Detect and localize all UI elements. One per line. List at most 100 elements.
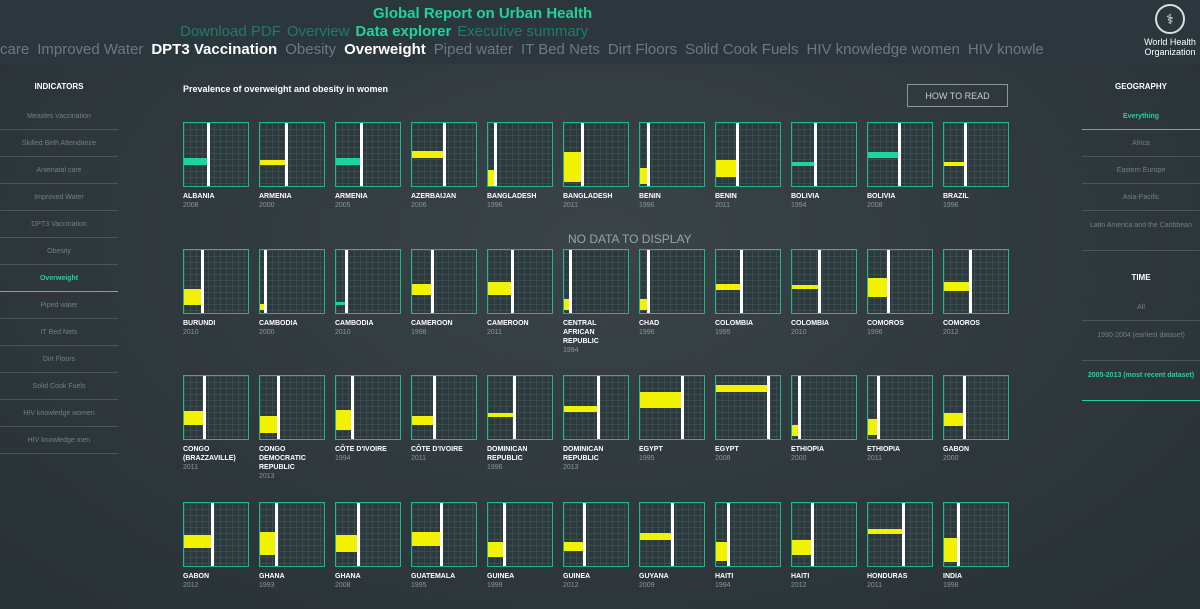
country-tile[interactable]: GABON 2012 (183, 502, 249, 590)
country-tile[interactable]: GHANA 1993 (259, 502, 325, 590)
country-tile[interactable]: AZERBAIJAN 2006 (411, 122, 477, 210)
country-tile[interactable]: GUINEA 2012 (563, 502, 629, 590)
nav-link[interactable]: Download PDF (180, 23, 281, 40)
indicators-item[interactable]: Antenatal care (0, 157, 118, 184)
ticker-item[interactable]: Solid Cook Fuels (685, 41, 799, 58)
ticker-item[interactable]: DPT3 Vaccination (151, 41, 278, 58)
geography-item[interactable]: Everything (1082, 103, 1200, 130)
country-tile[interactable]: COMOROS 2012 (943, 249, 1009, 337)
country-tile[interactable]: ETHIOPIA 2011 (867, 375, 933, 463)
indicators-item[interactable]: Solid Cook Fuels (0, 373, 118, 400)
country-tile[interactable]: EGYPT 1995 (639, 375, 705, 463)
country-tile[interactable]: BOLIVIA 1994 (791, 122, 857, 210)
indicators-item[interactable]: Skilled Birth Attendance (0, 130, 118, 157)
indicators-item[interactable]: Overweight (0, 265, 118, 292)
nav-link[interactable]: Overview (286, 23, 350, 40)
urban-marker-line (350, 376, 354, 439)
nav-link[interactable]: Data explorer (355, 23, 452, 40)
country-tile[interactable]: CONGO (BRAZZAVILLE) 2011 (183, 375, 249, 472)
country-tile[interactable]: CHAD 1996 (639, 249, 705, 337)
country-tile[interactable]: BANGLADESH 1996 (487, 122, 553, 210)
survey-year: 2000 (791, 455, 807, 462)
time-item[interactable]: All (1082, 294, 1200, 321)
ticker-item[interactable]: Piped water (433, 41, 513, 58)
country-tile[interactable]: GUYANA 2009 (639, 502, 705, 590)
country-tile[interactable]: BENIN 2011 (715, 122, 781, 210)
indicators-item[interactable]: Measles Vaccination (0, 103, 118, 130)
country-tile[interactable]: CAMEROON 2011 (487, 249, 553, 337)
country-tile[interactable]: ALBANIA 2008 (183, 122, 249, 210)
prevalence-bar (640, 299, 648, 310)
indicators-item[interactable]: Dirt Floors (0, 346, 118, 373)
country-tile[interactable]: GABON 2000 (943, 375, 1009, 463)
ticker-item[interactable]: Dirt Floors (607, 41, 678, 58)
ticker-item[interactable]: HIV knowledge women (806, 41, 960, 58)
report-title[interactable]: Global Report on Urban Health (373, 5, 593, 22)
country-tile[interactable]: COLOMBIA 2010 (791, 249, 857, 337)
urban-marker-line (968, 250, 972, 313)
indicators-item[interactable]: HIV knowledge men (0, 427, 118, 454)
indicators-item[interactable]: Piped water (0, 292, 118, 319)
country-tile[interactable]: BANGLADESH 2011 (563, 122, 629, 210)
time-item[interactable]: 1990-2004 (earliest dataset) (1082, 321, 1200, 361)
urban-marker-line (502, 503, 506, 566)
country-tile[interactable]: CENTRAL AFRICAN REPUBLIC 1994 (563, 249, 629, 355)
ticker-item[interactable]: HIV knowle (967, 41, 1044, 58)
country-name: GUINEA (563, 573, 591, 580)
country-tile[interactable]: INDIA 1998 (943, 502, 1009, 590)
how-to-read-button[interactable]: HOW TO READ (907, 84, 1008, 107)
time-title: TIME (1131, 273, 1151, 282)
country-tile[interactable]: COLOMBIA 1995 (715, 249, 781, 337)
prevalence-bar (260, 304, 264, 310)
country-tile[interactable]: CONGO DEMOCRATIC REPUBLIC 2013 (259, 375, 325, 481)
country-tile[interactable]: DOMINICAN REPUBLIC 2013 (563, 375, 629, 472)
time-item[interactable]: 2005-2013 (most recent dataset) (1082, 361, 1200, 401)
country-tile[interactable]: DOMINICAN REPUBLIC 1996 (487, 375, 553, 472)
geography-item[interactable]: Eastern Europe (1082, 157, 1200, 184)
survey-year: 1996 (487, 464, 503, 471)
country-tile[interactable]: GUATEMALA 1995 (411, 502, 477, 590)
indicators-item[interactable]: Obesity (0, 238, 118, 265)
urban-marker-line (964, 123, 968, 186)
country-tile[interactable]: HAITI 1994 (715, 502, 781, 590)
country-tile[interactable]: CAMBODIA 2010 (335, 249, 401, 337)
tile-chart (791, 502, 857, 567)
country-name: BANGLADESH (487, 193, 537, 200)
country-tile[interactable]: CÔTE D'IVOIRE 2011 (411, 375, 477, 463)
country-tile[interactable]: EGYPT 2008 (715, 375, 781, 463)
country-name: COMOROS (943, 320, 980, 327)
ticker-item[interactable]: Improved Water (37, 41, 144, 58)
country-tile[interactable]: BOLIVIA 2008 (867, 122, 933, 210)
geography-item[interactable]: Africa (1082, 130, 1200, 157)
prevalence-bar (412, 415, 434, 425)
indicators-item[interactable]: DPT3 Vaccination (0, 211, 118, 238)
geography-item[interactable]: Asia-Pacific (1082, 184, 1200, 211)
nav-link[interactable]: Executive summary (457, 23, 589, 40)
country-tile[interactable]: CÔTE D'IVOIRE 1994 (335, 375, 401, 463)
country-tile[interactable]: CAMEROON 1998 (411, 249, 477, 337)
country-tile[interactable]: ARMENIA 2000 (259, 122, 325, 210)
ticker-item[interactable]: Overweight (344, 41, 426, 58)
country-tile[interactable]: CAMBODIA 2000 (259, 249, 325, 337)
ticker-item[interactable]: care (0, 41, 30, 58)
country-name: BURUNDI (183, 320, 216, 327)
ticker-item[interactable]: IT Bed Nets (520, 41, 600, 58)
country-tile[interactable]: ETHIOPIA 2000 (791, 375, 857, 463)
ticker-item[interactable]: Obesity (285, 41, 337, 58)
tile-chart (563, 122, 629, 187)
country-tile[interactable]: COMOROS 1996 (867, 249, 933, 337)
indicators-item[interactable]: HIV knowledge women (0, 400, 118, 427)
geography-item[interactable]: Latin America and the Caribbean (1082, 211, 1200, 251)
who-logo[interactable]: ⚕ World Health Organization (1144, 4, 1196, 57)
country-tile[interactable]: GHANA 2008 (335, 502, 401, 590)
country-tile[interactable]: GUINEA 1999 (487, 502, 553, 590)
country-tile[interactable]: BRAZIL 1996 (943, 122, 1009, 210)
country-tile[interactable]: ARMENIA 2005 (335, 122, 401, 210)
country-tile[interactable]: BENIN 1996 (639, 122, 705, 210)
country-tile[interactable]: BURUNDI 2010 (183, 249, 249, 337)
indicators-item[interactable]: Improved Water (0, 184, 118, 211)
prevalence-bar (564, 299, 570, 310)
country-tile[interactable]: HONDURAS 2011 (867, 502, 933, 590)
indicators-item[interactable]: IT Bed Nets (0, 319, 118, 346)
country-tile[interactable]: HAITI 2012 (791, 502, 857, 590)
